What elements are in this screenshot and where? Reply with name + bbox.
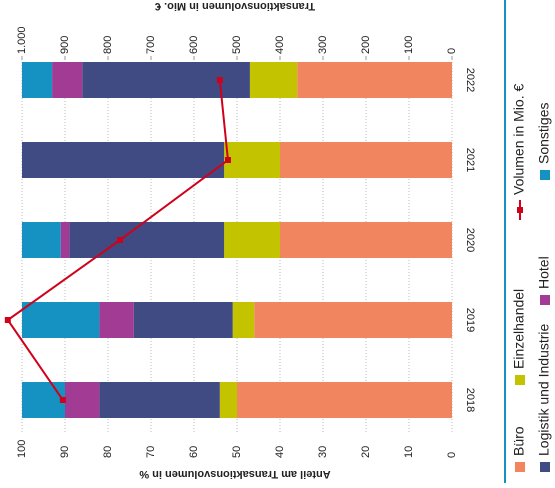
legend-label: Büro — [511, 426, 527, 456]
bar-segment — [22, 62, 53, 98]
bar-segment — [52, 62, 83, 98]
line-marker — [216, 77, 223, 83]
legend-label: Sonstiges — [536, 103, 552, 164]
bar-segment — [297, 62, 452, 98]
line-marker — [59, 397, 66, 403]
y-tick-label: 80 — [102, 446, 114, 458]
y-tick-label: 0 — [446, 452, 458, 458]
legend-label: Volumen in Mio. € — [511, 84, 527, 195]
y2-tick-label: 1.000 — [16, 26, 28, 54]
y-tick-label: 100 — [16, 440, 28, 458]
y2-tick-label: 700 — [145, 36, 157, 54]
bar-segment — [237, 382, 452, 418]
y-tick-label: 10 — [403, 446, 415, 458]
legend-swatch — [517, 207, 523, 213]
legend-swatch — [515, 462, 525, 472]
y2-tick-label: 900 — [59, 36, 71, 54]
x-tick-label: 2018 — [464, 388, 476, 412]
y2-tick-label: 200 — [360, 36, 372, 54]
bar-segment — [22, 382, 65, 418]
bar-segment — [22, 302, 100, 338]
y2-tick-label: 300 — [317, 36, 329, 54]
line-marker — [117, 237, 124, 243]
legend-label: Hotel — [536, 256, 552, 289]
y2-tick-label: 100 — [403, 36, 415, 54]
bar-segment — [254, 302, 452, 338]
y-tick-label: 90 — [59, 446, 71, 458]
bar-segment — [280, 222, 452, 258]
bar-segment — [60, 222, 70, 258]
y-tick-label: 20 — [360, 446, 372, 458]
legend-swatch — [515, 375, 525, 385]
legend-swatch — [540, 170, 550, 180]
x-tick-label: 2020 — [464, 228, 476, 252]
y-tick-label: 70 — [145, 446, 157, 458]
bar-segment — [82, 62, 250, 98]
legend-swatch — [540, 295, 550, 305]
legend-label: Einzelhandel — [511, 289, 527, 369]
bar-segment — [65, 382, 100, 418]
bar-segment — [224, 142, 280, 178]
y-tick-label: 60 — [188, 446, 200, 458]
bar-segment — [69, 222, 225, 258]
line-marker — [224, 157, 231, 163]
y-axis-title: Anteil am Transaktionsvolumen in % — [139, 468, 331, 480]
line-marker — [4, 317, 11, 323]
y2-tick-label: 800 — [102, 36, 114, 54]
x-tick-label: 2022 — [464, 68, 476, 92]
x-tick-label: 2019 — [464, 308, 476, 332]
y-tick-label: 40 — [274, 446, 286, 458]
bar-segment — [280, 142, 452, 178]
y-tick-label: 50 — [231, 446, 243, 458]
bar-segment — [22, 222, 61, 258]
bar-segment — [99, 302, 134, 338]
y2-tick-label: 400 — [274, 36, 286, 54]
y2-tick-label: 500 — [231, 36, 243, 54]
bar-segment — [224, 222, 280, 258]
y2-tick-label: 600 — [188, 36, 200, 54]
bar-segment — [133, 302, 233, 338]
x-tick-label: 2021 — [464, 148, 476, 172]
y2-tick-label: 0 — [446, 48, 458, 54]
bar-segment — [99, 382, 220, 418]
legend-label: Logistik und Industrie — [536, 323, 552, 456]
bar-segment — [219, 382, 237, 418]
legend-swatch — [540, 462, 550, 472]
y-tick-label: 30 — [317, 446, 329, 458]
y2-axis-title: Transaktionsvolumen in Mio. € — [155, 0, 315, 12]
bar-segment — [22, 142, 225, 178]
bar-segment — [249, 62, 298, 98]
bar-segment — [232, 302, 255, 338]
